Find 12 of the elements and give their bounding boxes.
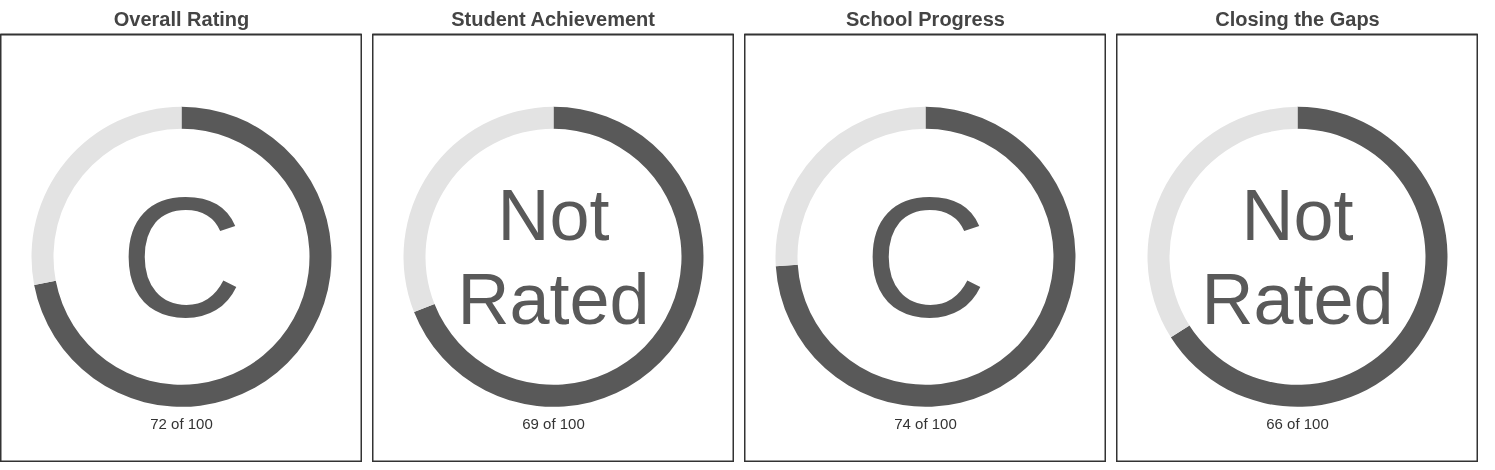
text: Not Rated bbox=[457, 174, 650, 339]
text: 74 of 100 bbox=[894, 415, 957, 433]
text: 72 of 100 bbox=[150, 415, 213, 433]
text: 66 of 100 bbox=[1266, 415, 1329, 433]
chart-title: Overall Rating bbox=[113, 7, 250, 30]
chart-title: Closing the Gaps bbox=[1215, 7, 1380, 30]
text: Not Rated bbox=[1201, 174, 1394, 339]
text: C bbox=[120, 161, 243, 352]
text: 69 of 100 bbox=[522, 415, 585, 433]
chart-title: School Progress bbox=[846, 7, 1005, 30]
text: C bbox=[864, 161, 987, 352]
chart-title: Student Achievement bbox=[451, 7, 656, 30]
